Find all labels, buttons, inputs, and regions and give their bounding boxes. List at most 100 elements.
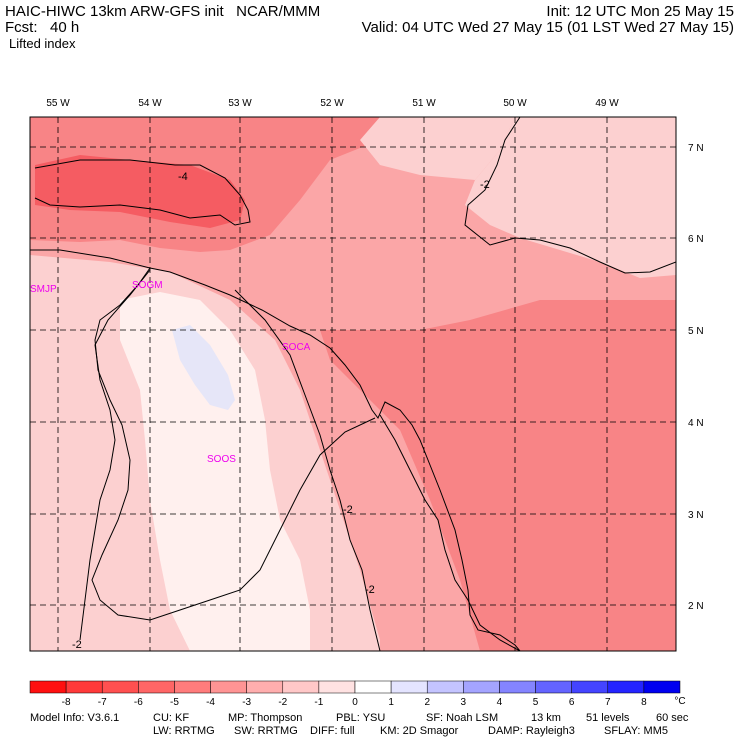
colorbar-swatch xyxy=(318,680,356,694)
lifted-index-field xyxy=(30,117,676,651)
field-faint-blue xyxy=(172,325,235,410)
colorbar-tick-label: 5 xyxy=(533,697,539,708)
footer-sf: SF: Noah LSM xyxy=(426,712,499,724)
colorbar-tick-label: 8 xyxy=(641,697,647,708)
colorbar-swatch xyxy=(571,680,609,694)
footer-diff: DIFF: full xyxy=(310,725,355,737)
longitude-label: 55 W xyxy=(46,98,70,109)
contour-label: -2 xyxy=(480,179,490,191)
colorbar-swatch xyxy=(354,680,392,694)
colorbar-swatch xyxy=(390,680,428,694)
colorbar-tick-label: -7 xyxy=(98,697,107,708)
station-label-group: SMJP SOGM SOCA SOOS xyxy=(30,280,311,465)
colorbar-tick-label: 0 xyxy=(352,697,358,708)
colorbar-tick-label: 7 xyxy=(605,697,611,708)
footer-km: KM: 2D Smagor xyxy=(380,725,459,737)
colorbar-swatch xyxy=(426,680,464,694)
footer-lw: LW: RRTMG xyxy=(153,725,215,737)
longitude-label: 54 W xyxy=(138,98,162,109)
colorbar-tick-label: 1 xyxy=(388,697,394,708)
field-deep-north xyxy=(35,155,245,228)
coastlines xyxy=(30,249,521,651)
colorbar-swatch xyxy=(138,680,175,694)
contour-label: -2 xyxy=(72,639,82,651)
contour-label-group: -4 -2 -2 -2 -2 xyxy=(72,171,490,651)
colorbar-swatch xyxy=(499,680,536,694)
contours xyxy=(34,117,676,651)
colorbar-swatch xyxy=(607,680,645,694)
colorbar-swatch xyxy=(463,680,500,694)
colorbar-swatch xyxy=(643,680,681,694)
colorbar-swatch xyxy=(101,680,139,694)
contour-minus4 xyxy=(34,159,251,226)
valid-time: Valid: 04 UTC Wed 27 May 15 (01 LST Wed … xyxy=(361,19,734,36)
colorbar-tick-label: -8 xyxy=(62,697,71,708)
footer-levels: 51 levels xyxy=(586,712,630,724)
footer-pbl: PBL: YSU xyxy=(336,712,386,724)
longitude-label: 52 W xyxy=(320,98,344,109)
station-label-smjp: SMJP xyxy=(30,284,57,295)
colorbar xyxy=(29,680,681,694)
field-light-ne-mid xyxy=(360,117,515,180)
footer-grid: 13 km xyxy=(531,712,561,724)
init-time: Init: 12 UTC Mon 25 May 15 xyxy=(546,3,734,20)
colorbar-tick-label: -5 xyxy=(170,697,179,708)
colorbar-tick-label: -2 xyxy=(278,697,287,708)
contour-label: -2 xyxy=(365,584,375,596)
contour-label: -4 xyxy=(178,171,188,183)
latitude-label: 6 N xyxy=(688,234,704,245)
latitude-label: 2 N xyxy=(688,601,704,612)
longitude-label: 50 W xyxy=(503,98,527,109)
footer-mp: MP: Thompson xyxy=(228,712,303,724)
longitude-labels: 55 W 54 W 53 W 52 W 51 W 50 W 49 W xyxy=(46,98,619,109)
colorbar-tick-label: -4 xyxy=(206,697,215,708)
field-pale-center xyxy=(120,292,310,651)
colorbar-tick-label: -1 xyxy=(314,697,323,708)
map-frame xyxy=(29,116,677,652)
contour-label: -2 xyxy=(343,504,353,516)
colorbar-swatch xyxy=(65,680,103,694)
footer-damp: DAMP: Rayleigh3 xyxy=(488,725,575,737)
colorbar-swatch xyxy=(282,680,320,694)
contour-minus2-mid xyxy=(234,289,381,651)
colorbar-swatch xyxy=(535,680,572,694)
footer-sw: SW: RRTMG xyxy=(234,725,298,737)
latitude-label: 7 N xyxy=(688,143,704,154)
colorbar-tick-label: 6 xyxy=(569,697,575,708)
forecast-hour: Fcst: 40 h xyxy=(5,19,80,36)
latitude-label: 4 N xyxy=(688,418,704,429)
colorbar-tick-labels: -8 -7 -6 -5 -4 -3 -2 -1 0 1 2 3 4 5 6 7 8 xyxy=(62,697,647,708)
contour-minus2-east xyxy=(379,414,521,651)
station-label-soos: SOOS xyxy=(207,454,236,465)
contour-minus2-ne xyxy=(464,117,676,274)
colorbar-tick-label: 2 xyxy=(424,697,430,708)
contour-minus2-west xyxy=(79,269,151,641)
colorbar-tick-label: -3 xyxy=(242,697,251,708)
colorbar-swatch xyxy=(246,680,284,694)
colorbar-swatch xyxy=(174,680,211,694)
colorbar-tick-label: 4 xyxy=(497,697,503,708)
longitude-label: 53 W xyxy=(228,98,252,109)
longitude-label: 51 W xyxy=(412,98,436,109)
footer-model-info: Model Info: V3.6.1 xyxy=(30,712,120,724)
station-label-soca: SOCA xyxy=(282,342,311,353)
border-west xyxy=(91,267,376,621)
colorbar-tick-label: 3 xyxy=(461,697,467,708)
coastline xyxy=(30,249,521,651)
lat-lon-grid xyxy=(30,117,676,651)
footer-cu: CU: KF xyxy=(153,712,190,724)
latitude-label: 3 N xyxy=(688,510,704,521)
colorbar-swatch xyxy=(29,680,67,694)
footer-sflay: SFLAY: MM5 xyxy=(604,725,668,737)
footer-timestep: 60 sec xyxy=(656,712,689,724)
colorbar-unit: °C xyxy=(674,696,685,707)
colorbar-tick-label: -6 xyxy=(134,697,143,708)
latitude-labels: 7 N 6 N 5 N 4 N 3 N 2 N xyxy=(688,143,704,612)
colorbar-swatch xyxy=(210,680,247,694)
field-strong-east xyxy=(320,300,676,651)
latitude-label: 5 N xyxy=(688,326,704,337)
station-label-sogm: SOGM xyxy=(132,280,163,291)
model-title: HAIC-HIWC 13km ARW-GFS init NCAR/MMM xyxy=(5,3,321,20)
field-name: Lifted index xyxy=(9,36,76,51)
